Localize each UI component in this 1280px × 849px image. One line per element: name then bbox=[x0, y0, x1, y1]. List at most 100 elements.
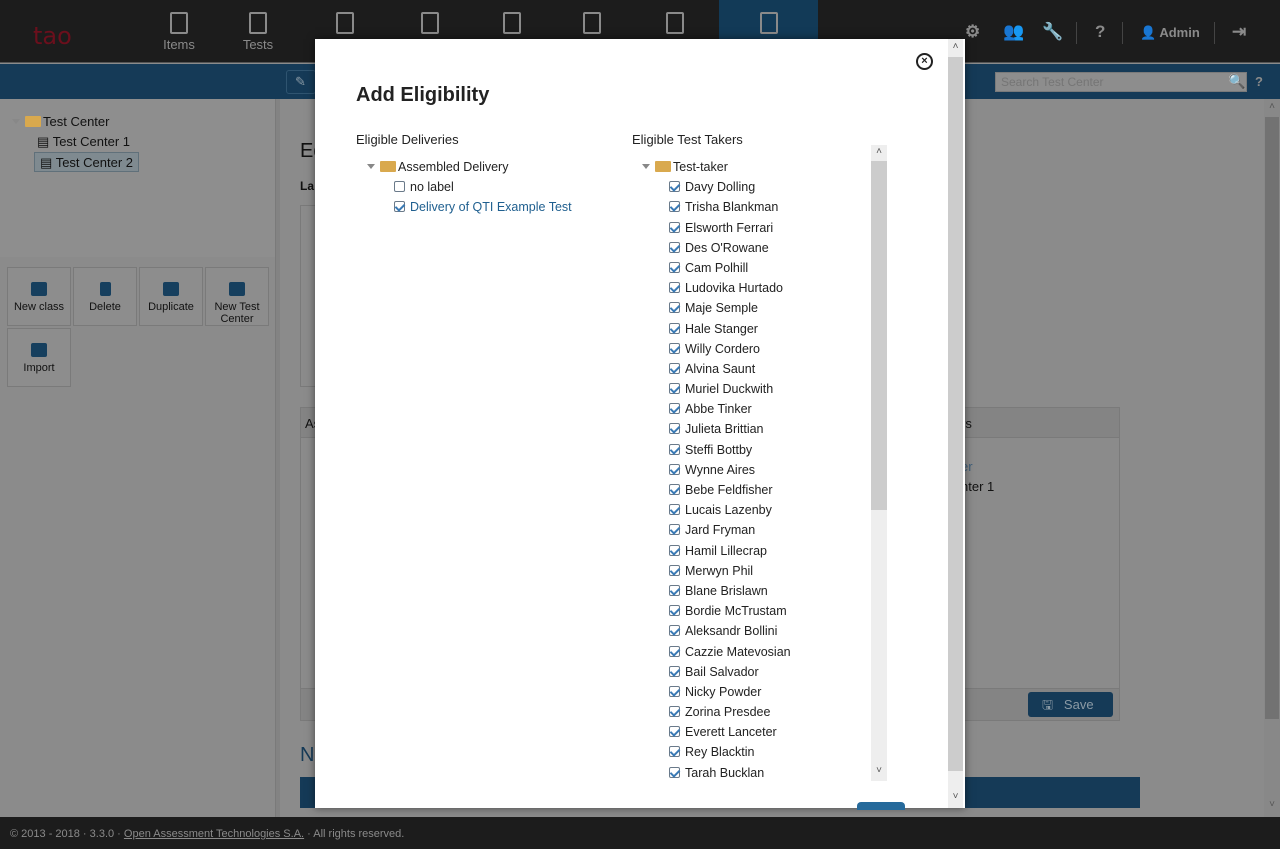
checkbox-checked[interactable] bbox=[669, 322, 680, 334]
modal-ok-button[interactable] bbox=[857, 802, 905, 810]
test-taker-item[interactable]: Willy Cordero bbox=[642, 339, 870, 359]
test-taker-item[interactable]: Cazzie Matevosian bbox=[642, 642, 870, 662]
eligibility-item[interactable]: nter 1 bbox=[961, 479, 995, 494]
import-button[interactable]: Import bbox=[7, 328, 71, 387]
test-taker-item[interactable]: Wynne Aires bbox=[642, 460, 870, 480]
checkbox-checked[interactable] bbox=[669, 443, 680, 455]
test-taker-item[interactable]: Steffi Bottby bbox=[642, 440, 870, 460]
checkbox-checked[interactable] bbox=[669, 302, 680, 314]
test-taker-item[interactable]: Ludovika Hurtado bbox=[642, 278, 870, 298]
test-taker-item[interactable]: Rey Blacktin bbox=[642, 742, 870, 762]
test-taker-item[interactable]: Bail Salvador bbox=[642, 662, 870, 682]
checkbox-checked[interactable] bbox=[669, 564, 680, 576]
test-taker-item[interactable]: Blane Brislawn bbox=[642, 581, 870, 601]
close-icon[interactable]: × bbox=[916, 53, 933, 70]
test-taker-item[interactable]: Everett Lanceter bbox=[642, 722, 870, 742]
test-taker-item[interactable]: Tarah Bucklan bbox=[642, 763, 870, 781]
checkbox-checked[interactable] bbox=[669, 524, 680, 536]
checkbox-unchecked[interactable] bbox=[394, 181, 405, 193]
checkbox-checked[interactable] bbox=[669, 423, 680, 435]
nav-test-takers[interactable] bbox=[305, 0, 385, 63]
oat-link[interactable]: Open Assessment Technologies S.A. bbox=[123, 828, 305, 840]
nav-deliveries[interactable] bbox=[472, 0, 552, 63]
test-taker-item[interactable]: Abbe Tinker bbox=[642, 399, 870, 419]
test-taker-item[interactable]: Jard Fryman bbox=[642, 520, 870, 540]
checkbox-checked[interactable] bbox=[669, 181, 680, 193]
new-test-center-button[interactable]: New Test Center bbox=[205, 267, 269, 326]
checkbox-checked[interactable] bbox=[669, 484, 680, 495]
delivery-item[interactable]: Delivery of QTI Example Test bbox=[367, 197, 572, 217]
test-taker-item[interactable]: Elsworth Ferrari bbox=[642, 218, 870, 238]
checkbox-checked[interactable] bbox=[669, 463, 680, 475]
settings-gear-icon[interactable]: ⚙ bbox=[965, 22, 981, 41]
new-class-button[interactable]: New class bbox=[7, 267, 71, 326]
checkbox-checked[interactable] bbox=[669, 403, 680, 415]
test-taker-item[interactable]: Merwyn Phil bbox=[642, 561, 870, 581]
checkbox-checked[interactable] bbox=[669, 362, 680, 374]
eligibility-item[interactable]: er bbox=[961, 459, 973, 474]
logout-icon[interactable]: ⇥ bbox=[1232, 22, 1247, 41]
panel-divider[interactable] bbox=[275, 99, 280, 817]
checkbox-checked[interactable] bbox=[669, 645, 680, 657]
wrench-icon[interactable]: 🔧 bbox=[1042, 22, 1064, 41]
test-taker-item[interactable]: Bebe Feldfisher bbox=[642, 480, 870, 500]
nav-extensions[interactable] bbox=[635, 0, 715, 63]
users-icon[interactable]: 👥 bbox=[1003, 22, 1025, 41]
checkbox-checked[interactable] bbox=[669, 221, 680, 233]
nav-results[interactable] bbox=[552, 0, 632, 63]
modal-scrollbar[interactable]: ˄ ˅ bbox=[948, 39, 963, 808]
test-taker-item[interactable]: Maje Semple bbox=[642, 298, 870, 318]
checkbox-checked[interactable] bbox=[669, 766, 680, 778]
tree-node-test-center-1[interactable]: ▤ Test Center 1 bbox=[37, 134, 131, 149]
checkbox-checked[interactable] bbox=[669, 282, 680, 294]
save-button[interactable]: 🖫 Save bbox=[1028, 692, 1113, 717]
checkbox-checked[interactable] bbox=[669, 241, 680, 253]
test-taker-folder[interactable]: Test-taker bbox=[642, 157, 870, 177]
test-taker-item[interactable]: Alvina Saunt bbox=[642, 359, 870, 379]
test-taker-item[interactable]: Lucais Lazenby bbox=[642, 500, 870, 520]
test-taker-item[interactable]: Nicky Powder bbox=[642, 682, 870, 702]
test-taker-item[interactable]: Davy Dolling bbox=[642, 177, 870, 197]
search-test-center-input[interactable] bbox=[995, 72, 1247, 92]
checkbox-checked[interactable] bbox=[669, 342, 680, 354]
nav-groups[interactable] bbox=[390, 0, 470, 63]
search-icon[interactable]: 🔍 bbox=[1228, 73, 1246, 89]
checkbox-checked[interactable] bbox=[669, 746, 680, 758]
checkbox-checked[interactable] bbox=[669, 685, 680, 697]
checkbox-checked[interactable] bbox=[669, 383, 680, 395]
test-taker-item[interactable]: Hale Stanger bbox=[642, 319, 870, 339]
checkbox-checked[interactable] bbox=[669, 504, 680, 516]
test-taker-item[interactable]: Muriel Duckwith bbox=[642, 379, 870, 399]
delete-button[interactable]: Delete bbox=[73, 267, 137, 326]
checkbox-checked[interactable] bbox=[669, 261, 680, 273]
checkbox-checked[interactable] bbox=[394, 201, 405, 213]
test-taker-item[interactable]: Cam Polhill bbox=[642, 258, 870, 278]
checkbox-checked[interactable] bbox=[669, 201, 680, 213]
tree-node-root[interactable]: Test Center bbox=[12, 112, 109, 132]
edit-button[interactable]: ✎ bbox=[286, 70, 316, 94]
duplicate-button[interactable]: Duplicate bbox=[139, 267, 203, 326]
admin-user-menu[interactable]: 👤 Admin bbox=[1140, 25, 1200, 40]
test-taker-item[interactable]: Hamil Lillecrap bbox=[642, 541, 870, 561]
test-taker-item[interactable]: Aleksandr Bollini bbox=[642, 621, 870, 641]
test-takers-scrollbar[interactable]: ˄ ˅ bbox=[871, 145, 887, 781]
test-taker-item[interactable]: Des O'Rowane bbox=[642, 238, 870, 258]
test-taker-item[interactable]: Bordie McTrustam bbox=[642, 601, 870, 621]
test-taker-item[interactable]: Trisha Blankman bbox=[642, 197, 870, 217]
delivery-item[interactable]: no label bbox=[367, 177, 572, 197]
checkbox-checked[interactable] bbox=[669, 605, 680, 617]
test-taker-item[interactable]: Zorina Presdee bbox=[642, 702, 870, 722]
tree-node-test-center-2[interactable]: ▤ Test Center 2 bbox=[34, 152, 140, 172]
tao-logo[interactable]: tao bbox=[33, 22, 72, 50]
help-button[interactable]: ? bbox=[1095, 22, 1106, 41]
nav-tests[interactable]: Tests bbox=[218, 0, 298, 63]
delivery-folder[interactable]: Assembled Delivery bbox=[367, 157, 572, 177]
checkbox-checked[interactable] bbox=[669, 544, 680, 556]
test-taker-item[interactable]: Julieta Brittian bbox=[642, 419, 870, 439]
toolbar-help-button[interactable]: ? bbox=[1255, 74, 1263, 89]
checkbox-checked[interactable] bbox=[669, 706, 680, 718]
checkbox-checked[interactable] bbox=[669, 625, 680, 637]
checkbox-checked[interactable] bbox=[669, 665, 680, 677]
checkbox-checked[interactable] bbox=[669, 726, 680, 738]
main-scrollbar[interactable]: ˄ ˅ bbox=[1264, 99, 1280, 817]
